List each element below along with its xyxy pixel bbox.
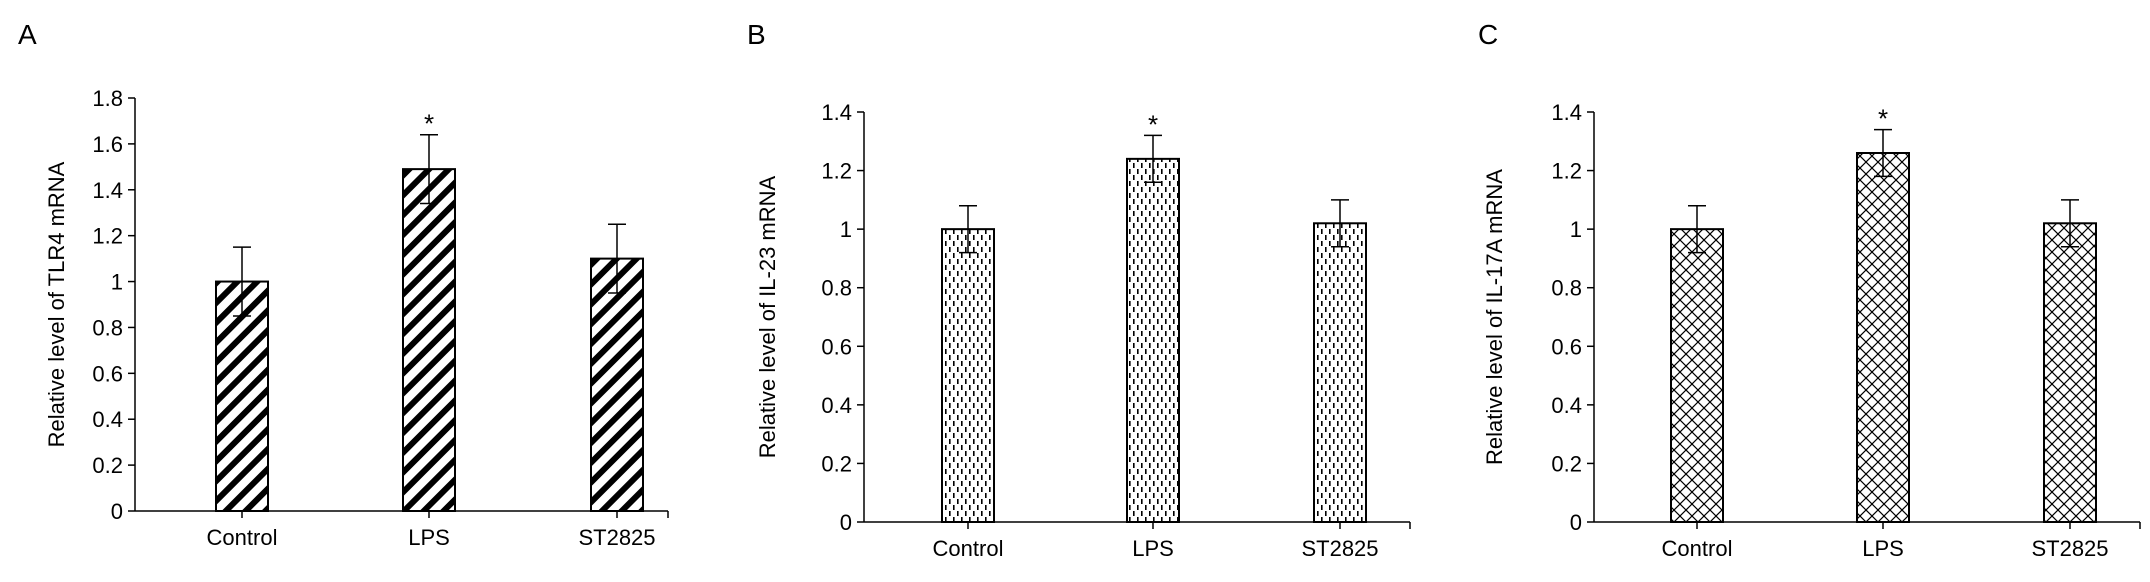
bar: [2043, 222, 2097, 524]
y-tick-label: 1: [1570, 217, 1582, 242]
significance-marker: *: [424, 109, 434, 139]
category-label: ST2825: [578, 525, 655, 550]
y-tick-label: 0.4: [92, 407, 123, 432]
y-tick-label: 1.2: [92, 224, 123, 249]
y-tick-label: 0.8: [92, 315, 123, 340]
bar: [1856, 152, 1910, 523]
y-tick-label: 1.8: [92, 86, 123, 111]
y-tick-label: 0.4: [1551, 393, 1582, 418]
y-tick-label: 1.6: [92, 132, 123, 157]
bar: [1313, 222, 1367, 524]
category-label: Control: [933, 536, 1004, 561]
y-tick-label: 0: [1570, 510, 1582, 535]
y-tick-label: 0.2: [92, 453, 123, 478]
significance-marker: *: [1878, 104, 1888, 134]
chart-panel-b: B 0 0.2 0.4 0.6 0.8 1 1.2 1.4 Relative level of I…: [747, 19, 1411, 561]
panel-letter: A: [18, 19, 37, 50]
panel-letter: B: [747, 19, 766, 50]
chart-panel-a: A 0 0.2 0.4 0.6 0.8 1 1.2 1.4 1.6 1.8 Relative leve…: [18, 19, 669, 550]
significance-marker: *: [1148, 109, 1158, 139]
y-axis-label: Relative level of IL-23 mRNA: [755, 175, 780, 458]
y-tick-label: 0.8: [1551, 276, 1582, 301]
y-tick-label: 0.2: [821, 451, 852, 476]
y-tick-label: 0: [840, 510, 852, 535]
y-tick-label: 0.6: [821, 334, 852, 359]
bar: [590, 257, 644, 512]
y-tick-label: 1.2: [821, 159, 852, 184]
y-tick-label: 1.2: [1551, 159, 1582, 184]
category-label: Control: [207, 525, 278, 550]
y-tick-label: 1: [111, 270, 123, 295]
y-tick-label: 0: [111, 499, 123, 524]
y-axis-label: Relative level of TLR4 mRNA: [44, 161, 69, 447]
bar: [941, 228, 995, 523]
y-tick-label: 0.4: [821, 393, 852, 418]
y-tick-label: 1.4: [821, 100, 852, 125]
category-label: ST2825: [2031, 536, 2108, 561]
panel-letter: C: [1478, 19, 1498, 50]
bar: [215, 280, 269, 512]
category-label: LPS: [408, 525, 450, 550]
bar: [402, 168, 456, 512]
y-tick-label: 0.8: [821, 276, 852, 301]
y-tick-label: 1.4: [1551, 100, 1582, 125]
y-tick-label: 0.2: [1551, 451, 1582, 476]
chart-panel-c: C 0 0.2 0.4 0.6 0.8 1 1.2 1.4 Relative level of I…: [1478, 19, 2141, 561]
y-tick-label: 1: [840, 217, 852, 242]
category-label: ST2825: [1301, 536, 1378, 561]
y-tick-label: 1.4: [92, 178, 123, 203]
y-axis-label: Relative level of IL-17A mRNA: [1482, 169, 1507, 465]
y-tick-label: 0.6: [1551, 334, 1582, 359]
bar: [1126, 157, 1180, 523]
category-label: LPS: [1132, 536, 1174, 561]
bar: [1670, 228, 1724, 523]
y-tick-label: 0.6: [92, 361, 123, 386]
category-label: LPS: [1862, 536, 1904, 561]
category-label: Control: [1662, 536, 1733, 561]
